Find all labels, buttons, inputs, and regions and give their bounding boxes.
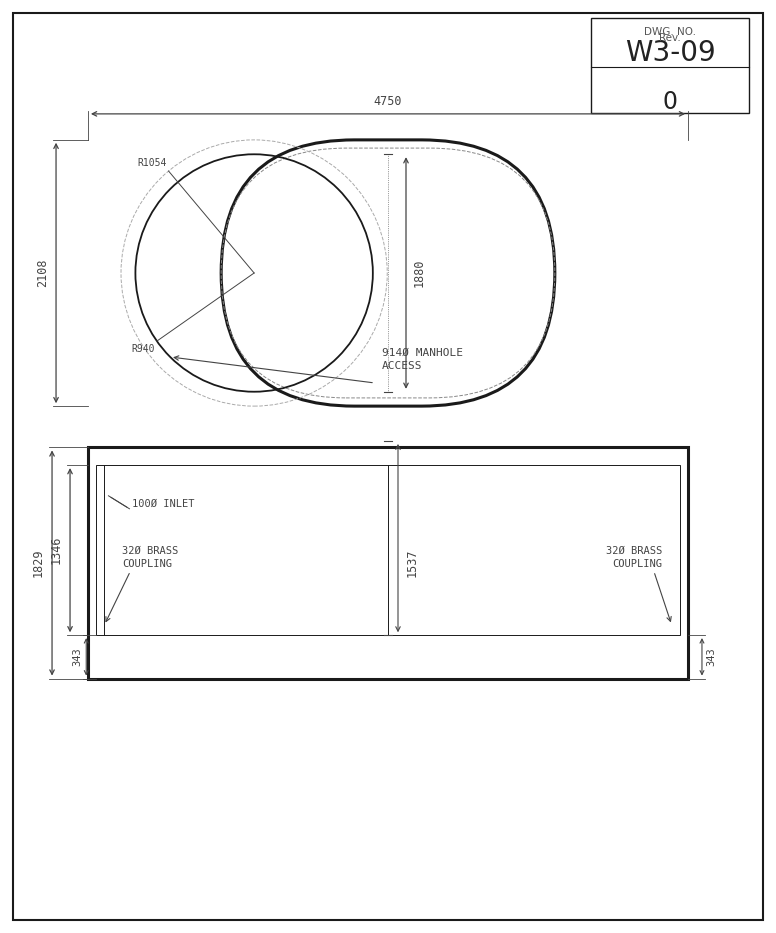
Text: 914Ø MANHOLE
ACCESS: 914Ø MANHOLE ACCESS xyxy=(382,348,463,371)
Text: 4750: 4750 xyxy=(374,95,402,108)
Bar xyxy=(88,448,688,678)
Text: DWG. NO.: DWG. NO. xyxy=(644,27,696,37)
Bar xyxy=(96,466,680,635)
Text: 2108: 2108 xyxy=(36,258,49,287)
Text: 0: 0 xyxy=(663,90,677,114)
Text: 100Ø INLET: 100Ø INLET xyxy=(133,499,195,508)
Text: 32Ø BRASS
COUPLING: 32Ø BRASS COUPLING xyxy=(123,546,178,568)
Text: Rev.: Rev. xyxy=(659,33,681,43)
Bar xyxy=(591,18,749,113)
Text: 1880: 1880 xyxy=(413,258,426,287)
Text: R1054: R1054 xyxy=(137,158,167,168)
Text: 343: 343 xyxy=(706,648,716,666)
Text: 1829: 1829 xyxy=(32,549,45,578)
Text: 32Ø BRASS
COUPLING: 32Ø BRASS COUPLING xyxy=(605,546,662,568)
Text: 1346: 1346 xyxy=(50,536,63,564)
Text: 343: 343 xyxy=(72,648,82,666)
Text: R940: R940 xyxy=(131,344,155,355)
Text: 1537: 1537 xyxy=(406,549,419,578)
Text: W3-09: W3-09 xyxy=(625,39,715,67)
